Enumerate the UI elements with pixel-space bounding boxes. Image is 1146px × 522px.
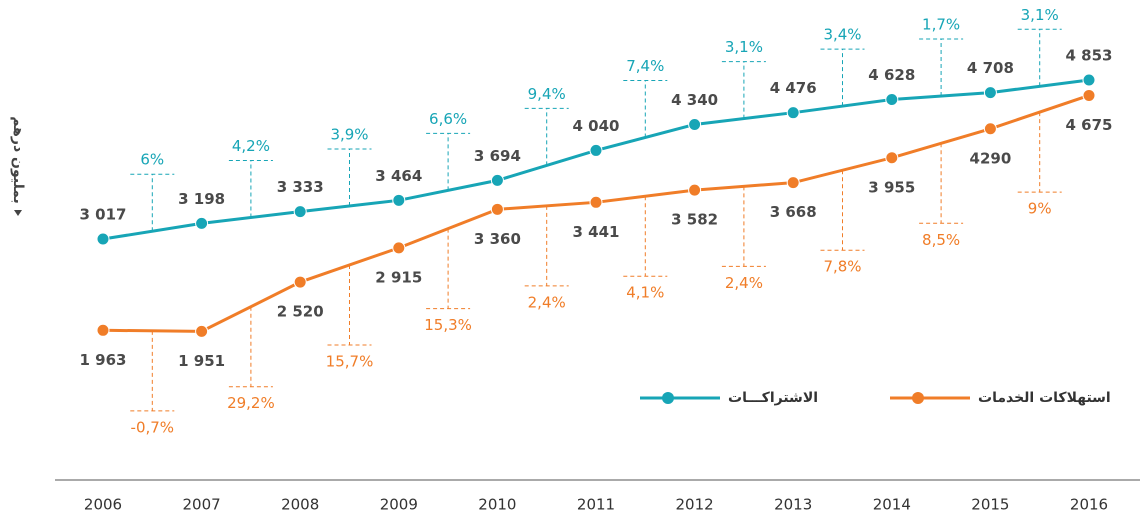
x-tick-label: 2010 (478, 496, 516, 514)
value-label: 3 464 (375, 167, 422, 185)
x-tick-label: 2015 (971, 496, 1009, 514)
growth-label: 15,3% (424, 316, 472, 334)
value-label: 4 476 (770, 79, 817, 97)
value-label: 4 040 (573, 117, 620, 135)
value-label: 2 915 (375, 268, 422, 286)
value-label: 3 198 (178, 190, 225, 208)
point (589, 143, 603, 157)
value-label: 4 708 (967, 59, 1014, 77)
point (195, 216, 209, 230)
growth-label: 7,8% (823, 258, 861, 276)
growth-label: 2,4% (725, 274, 763, 292)
point (983, 122, 997, 136)
growth-label: 3,9% (330, 125, 368, 143)
growth-label: 8,5% (922, 231, 960, 249)
growth-label: -0,7% (131, 418, 175, 436)
x-tick-label: 2016 (1070, 496, 1108, 514)
y-axis-label: بمليون درهم (10, 116, 26, 204)
point (589, 195, 603, 209)
x-tick-label: 2008 (281, 496, 319, 514)
point (392, 193, 406, 207)
value-label: 1 951 (178, 352, 225, 370)
growth-label: 9% (1028, 200, 1052, 218)
x-tick-label: 2006 (84, 496, 122, 514)
growth-label: 1,7% (922, 16, 960, 34)
point (786, 176, 800, 190)
growth-label: 4,1% (626, 284, 664, 302)
x-tick-label: 2009 (380, 496, 418, 514)
point (392, 241, 406, 255)
value-label: 4 340 (671, 91, 718, 109)
value-label: 3 333 (277, 178, 324, 196)
point (885, 151, 899, 165)
growth-label: 9,4% (528, 85, 566, 103)
growth-label: 15,7% (326, 352, 374, 370)
x-tick-label: 2013 (774, 496, 812, 514)
x-tick-label: 2012 (676, 496, 714, 514)
value-label: 3 017 (80, 206, 127, 224)
growth-label: 2,4% (528, 293, 566, 311)
value-label: 2 520 (277, 303, 324, 321)
growth-label: 6,6% (429, 110, 467, 128)
point (688, 117, 702, 131)
value-label: 3 955 (868, 178, 915, 196)
x-tick-label: 2007 (183, 496, 221, 514)
value-label: 4 675 (1066, 116, 1113, 134)
legend-label: استهلاكات الخدمات (978, 390, 1111, 406)
point (195, 324, 209, 338)
value-label: 4 628 (868, 66, 915, 84)
point (96, 232, 110, 246)
point (1082, 88, 1096, 102)
point (1082, 73, 1096, 87)
point (983, 86, 997, 100)
value-label: 4290 (970, 149, 1012, 167)
point (96, 323, 110, 337)
growth-label: 29,2% (227, 394, 275, 412)
value-label: 3 360 (474, 230, 521, 248)
x-tick-label: 2011 (577, 496, 615, 514)
legend-marker (662, 392, 674, 404)
y-label-marker (14, 210, 22, 216)
point (490, 202, 504, 216)
growth-label: 3,4% (823, 26, 861, 44)
point (293, 275, 307, 289)
value-label: 3 694 (474, 147, 521, 165)
growth-label: 3,1% (1021, 6, 1059, 24)
point (688, 183, 702, 197)
value-label: 3 441 (573, 223, 620, 241)
value-label: 3 668 (770, 203, 817, 221)
point (786, 106, 800, 120)
growth-label: 7,4% (626, 57, 664, 75)
point (490, 173, 504, 187)
point (885, 93, 899, 107)
growth-label: 4,2% (232, 137, 270, 155)
x-tick-label: 2014 (873, 496, 911, 514)
value-label: 1 963 (80, 351, 127, 369)
growth-label: 3,1% (725, 38, 763, 56)
legend-marker (912, 392, 924, 404)
value-label: 4 853 (1066, 47, 1113, 65)
value-label: 3 582 (671, 211, 718, 229)
legend-label: الاشتراكـــات (728, 390, 818, 406)
point (293, 205, 307, 219)
growth-label: 6% (140, 151, 164, 169)
